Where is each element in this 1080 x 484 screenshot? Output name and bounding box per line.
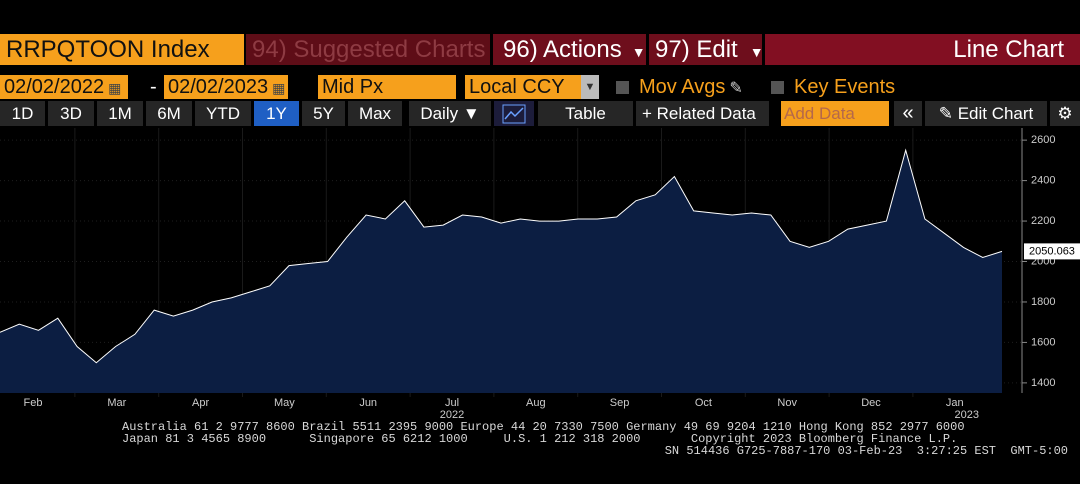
last-value-box <box>1024 243 1080 260</box>
key-events-toggle[interactable]: Key Events <box>767 75 927 99</box>
period-button[interactable]: Max <box>348 101 402 126</box>
x-tick-label: Sep <box>610 397 630 409</box>
x-tick-label: Jan <box>946 397 964 409</box>
x-tick-label: Apr <box>192 397 209 409</box>
field-select[interactable]: Mid Px <box>318 75 456 99</box>
end-date[interactable]: 02/02/2023 ▦ <box>164 75 288 99</box>
label: 02/02/2022 <box>4 76 105 98</box>
period-button[interactable]: 1Y <box>254 101 299 126</box>
label: Daily <box>420 104 459 123</box>
line <box>0 148 1003 364</box>
x-tick-label: Nov <box>777 397 797 409</box>
label: Related Data <box>656 104 756 123</box>
table-button[interactable]: Table <box>538 101 633 126</box>
date-separator: - <box>150 76 157 98</box>
x-tick-label: Feb <box>24 397 43 409</box>
label: 97) Edit <box>655 36 738 63</box>
label: Local CCY <box>469 76 565 98</box>
footer-line: SN 514436 G725-7887-170 03-Feb-23 3:27:2… <box>664 445 1068 457</box>
year-label: 2022 <box>440 409 464 420</box>
mov-avgs-toggle[interactable]: Mov Avgs ✎ <box>612 75 762 99</box>
period-button[interactable]: YTD <box>195 101 251 126</box>
y-tick-label: 1600 <box>1031 336 1055 348</box>
related-data-button[interactable]: + Related Data <box>636 101 769 126</box>
label: Edit Chart <box>957 104 1034 123</box>
label: Key Events <box>794 76 896 98</box>
chart-view-button[interactable] <box>494 101 534 126</box>
start-date[interactable]: 02/02/2022 ▦ <box>0 75 128 99</box>
frequency-select[interactable]: Daily ▼ <box>409 101 491 126</box>
year-label: 2023 <box>955 409 979 420</box>
y-tick-label: 2200 <box>1031 215 1055 227</box>
edit-menu[interactable]: 97) Edit ▼ <box>649 34 762 65</box>
x-tick-label: May <box>274 397 295 409</box>
security-field[interactable]: RRPQTOON Index <box>0 34 244 65</box>
collapse-button[interactable]: « <box>894 101 922 126</box>
y-tick-label: 2400 <box>1031 175 1055 187</box>
footer-line: Japan 81 3 4565 8900 Singapore 65 6212 1… <box>122 433 958 445</box>
add-data-input[interactable]: Add Data <box>781 101 889 126</box>
view-title: Line Chart <box>765 34 1080 65</box>
chart-icon <box>502 104 526 124</box>
x-tick-label: Mar <box>107 397 126 409</box>
footer-line: Australia 61 2 9777 8600 Brazil 5511 239… <box>122 421 965 433</box>
area <box>0 150 1002 393</box>
period-button[interactable]: 6M <box>146 101 192 126</box>
period-button[interactable]: 3D <box>48 101 94 126</box>
period-button[interactable]: 5Y <box>302 101 345 126</box>
x-tick-label: Aug <box>526 397 546 409</box>
label: 96) Actions <box>503 36 622 63</box>
actions-menu[interactable]: 96) Actions ▼ <box>493 34 646 65</box>
y-tick-label: 2600 <box>1031 134 1055 146</box>
label: 02/02/2023 <box>168 76 269 98</box>
x-tick-label: Dec <box>861 397 881 409</box>
x-tick-label: Oct <box>695 397 712 409</box>
last-value-label: 2050.063 <box>1029 245 1075 257</box>
edit-chart-button[interactable]: ✎ Edit Chart <box>925 101 1047 126</box>
suggested-charts[interactable]: 94) Suggested Charts <box>246 34 490 65</box>
y-tick-label: 1800 <box>1031 296 1055 308</box>
y-tick-label: 1400 <box>1031 377 1055 389</box>
currency-select[interactable]: Local CCY ▼ <box>465 75 599 99</box>
label: Mov Avgs <box>639 76 726 98</box>
x-tick-label: Jul <box>445 397 459 409</box>
x-tick-label: Jun <box>359 397 377 409</box>
period-button[interactable]: 1D <box>0 101 45 126</box>
settings-button[interactable]: ⚙ <box>1050 101 1080 126</box>
period-button[interactable]: 1M <box>97 101 143 126</box>
